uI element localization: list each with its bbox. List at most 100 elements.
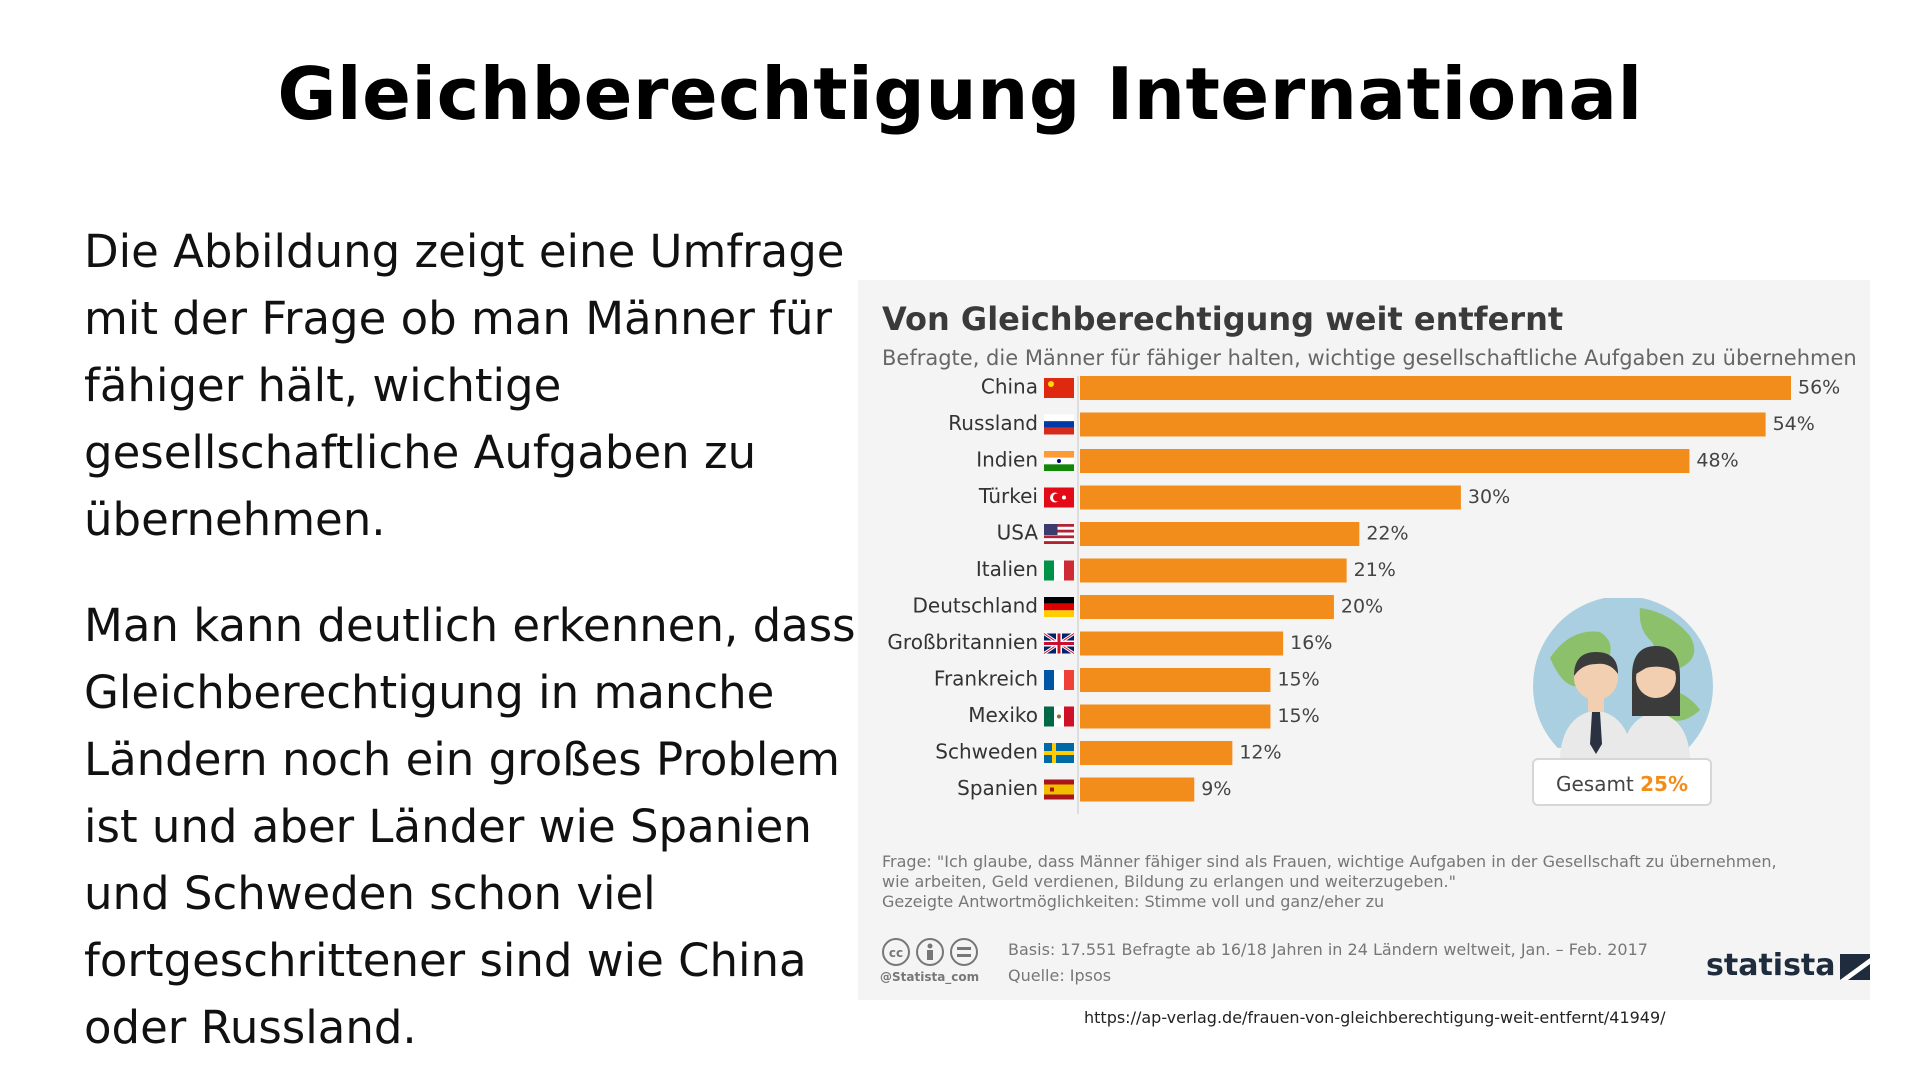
turkey-flag — [1044, 487, 1074, 508]
chart-title: Von Gleichberechtigung weit entfernt — [882, 300, 1564, 338]
bar-row: Türkei 30% — [978, 484, 1510, 510]
bar — [1080, 741, 1233, 765]
flag-emblem — [1057, 714, 1061, 719]
flag-stripe — [1044, 421, 1074, 428]
bar-value-label: 30% — [1468, 486, 1510, 508]
flag-stripe — [1044, 603, 1074, 611]
china-flag — [1044, 378, 1074, 398]
body-paragraph-2: Man kann deutlich erkennen, dass Gleichb… — [84, 599, 856, 1054]
bar-value-label: 15% — [1277, 705, 1319, 727]
cc-icon — [882, 938, 910, 966]
chart-subtitle: Befragte, die Männer für fähiger halten,… — [882, 346, 1857, 370]
flag-stripe — [1044, 529, 1074, 533]
flag-stripe — [1044, 670, 1054, 690]
chart-source: Quelle: Ipsos — [1008, 966, 1112, 985]
footnote-line-2: wie arbeiten, Geld verdienen, Bildung zu… — [882, 872, 1456, 891]
flag-stripe — [1044, 526, 1074, 530]
chart-footnote: Frage: "Ich glaube, dass Männer fähiger … — [882, 852, 1782, 912]
bar-value-label: 21% — [1354, 559, 1396, 581]
flag-stripe — [1044, 427, 1074, 435]
bar-category-label: Großbritannien — [887, 630, 1038, 654]
creative-commons-icons: cc — [882, 938, 978, 966]
bar-row: Mexiko 15% — [968, 703, 1320, 729]
no-derivatives-icon — [950, 938, 978, 966]
flag-stripe — [1044, 451, 1074, 458]
bar-category-label: Türkei — [978, 484, 1038, 508]
flag-stripe — [1044, 464, 1074, 471]
flag-crescent-cut — [1053, 493, 1061, 502]
svg-text:cc: cc — [889, 946, 903, 960]
bar-chart: China 56% Russland 54% Indien 48% Türkei 30% USA… — [887, 375, 1840, 814]
flag-stripe — [1044, 784, 1074, 795]
uk-flag — [1043, 632, 1075, 655]
flag-stripe — [1044, 541, 1074, 544]
flag-star — [1048, 381, 1054, 387]
bar-value-label: 20% — [1341, 596, 1383, 618]
flag-stripe — [1044, 538, 1074, 542]
flag-stripe — [1044, 414, 1074, 422]
total-label: Gesamt — [1555, 772, 1634, 796]
bar — [1080, 522, 1360, 546]
bar-row: Frankreich 15% — [934, 667, 1320, 692]
bar-category-label: Deutschland — [913, 594, 1039, 618]
bar-value-label: 9% — [1201, 778, 1231, 800]
body-paragraph-1: Die Abbildung zeigt eine Umfrage mit der… — [84, 225, 845, 546]
bar-row: Großbritannien 16% — [887, 630, 1332, 656]
bar-category-label: Mexiko — [968, 703, 1038, 727]
flag-stripe — [1044, 532, 1074, 536]
footnote-line-1: Frage: "Ich glaube, dass Männer fähiger … — [882, 852, 1777, 871]
statista-chart-card: Von Gleichberechtigung weit entfernt Bef… — [858, 280, 1870, 1000]
bar-value-label: 12% — [1239, 742, 1281, 764]
bar-row: Indien 48% — [976, 448, 1739, 473]
statista-logo-mark-icon — [1839, 953, 1870, 980]
footnote-line-3: Gezeigte Antwortmöglichkeiten: Stimme vo… — [882, 892, 1385, 911]
flag-stripe — [1044, 560, 1054, 581]
statista-wordmark: statista — [1706, 948, 1836, 983]
flag-stripe — [1064, 670, 1074, 690]
flag-stripe — [1054, 670, 1064, 690]
bar-row: USA 22% — [997, 521, 1409, 546]
bar-value-label: 16% — [1290, 632, 1332, 654]
source-url: https://ap-verlag.de/frauen-von-gleichbe… — [1084, 1008, 1666, 1027]
flag-stripe — [1044, 794, 1074, 800]
attribution-icon — [916, 938, 944, 966]
italy-flag — [1044, 560, 1074, 581]
france-flag — [1044, 670, 1074, 690]
bar-row: Russland 54% — [948, 411, 1815, 437]
flag-wheel — [1057, 459, 1061, 463]
flag-star — [1062, 495, 1066, 500]
bar-row: Schweden 12% — [935, 740, 1282, 765]
bar-category-label: Italien — [976, 557, 1038, 581]
flag-cross-red — [1044, 642, 1074, 645]
bar-row: Deutschland 20% — [913, 594, 1383, 619]
total-badge: Gesamt 25% — [1532, 758, 1712, 806]
mexico-flag — [1044, 706, 1074, 727]
bar-category-label: Frankreich — [934, 667, 1038, 691]
bar-row: Spanien 9% — [957, 776, 1231, 802]
spain-flag — [1044, 779, 1074, 800]
flag-stripe — [1044, 524, 1074, 527]
flag-stripe — [1044, 610, 1074, 617]
flag-field — [1044, 378, 1074, 398]
flag-canton — [1044, 524, 1058, 535]
bar-row: Italien 21% — [976, 557, 1396, 583]
bar — [1080, 704, 1271, 729]
flag-stripe — [1044, 597, 1074, 604]
bar — [1080, 485, 1461, 510]
bar-value-label: 56% — [1798, 377, 1840, 399]
flag-stripe — [1044, 535, 1074, 539]
bar — [1080, 777, 1195, 802]
bar-value-label: 22% — [1366, 523, 1408, 545]
bar-category-label: Indien — [976, 448, 1038, 472]
bar — [1080, 668, 1271, 692]
bar-row: China 56% — [981, 375, 1840, 400]
bar-category-label: Russland — [948, 411, 1038, 435]
bar-category-label: Schweden — [935, 740, 1038, 764]
india-flag — [1044, 451, 1074, 471]
bar — [1080, 558, 1347, 583]
russia-flag — [1044, 414, 1074, 435]
usa-flag — [1044, 524, 1074, 544]
flag-stripe — [1044, 706, 1054, 727]
flag-stripe — [1054, 560, 1064, 581]
bar — [1080, 631, 1284, 656]
